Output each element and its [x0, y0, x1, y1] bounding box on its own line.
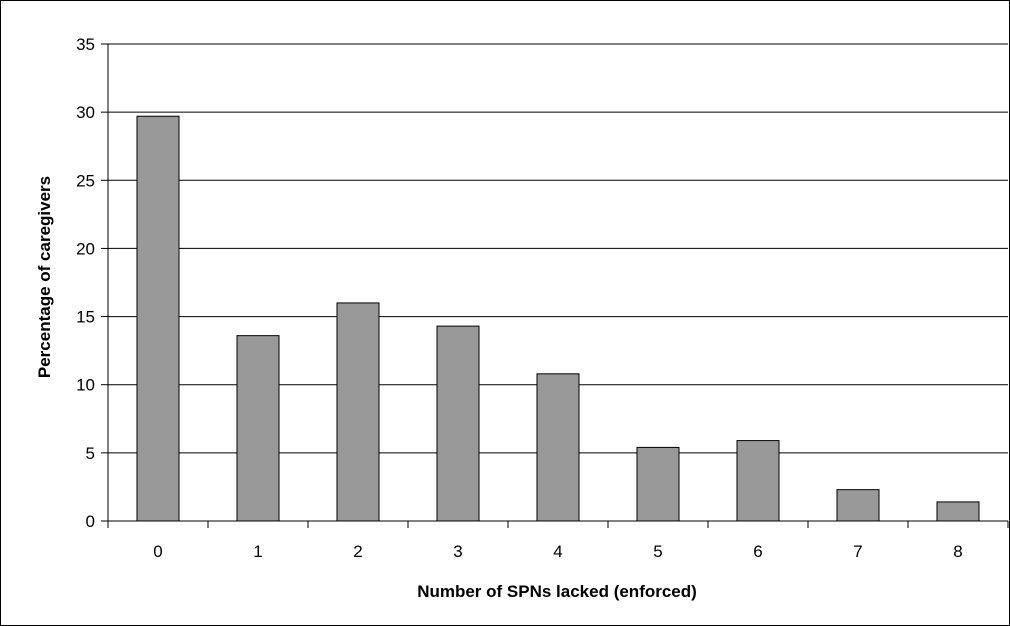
bar-3: [436, 325, 480, 522]
x-tick-label: 6: [753, 542, 762, 561]
y-tick-label: 10: [76, 376, 95, 395]
bar-1: [236, 335, 280, 522]
bar-2: [336, 302, 380, 522]
axes: [101, 43, 1009, 528]
x-axis-title: Number of SPNs lacked (enforced): [417, 582, 697, 601]
y-tick-label: 0: [86, 512, 95, 531]
x-tick-labels: 0 1 2 3 4 5 6 7 8: [153, 542, 962, 561]
x-tick-label: 1: [253, 542, 262, 561]
x-tick-label: 7: [853, 542, 862, 561]
y-tick-label: 25: [76, 171, 95, 190]
x-tick-label: 5: [653, 542, 662, 561]
y-tick-label: 30: [76, 103, 95, 122]
x-tick-label: 3: [453, 542, 462, 561]
y-tick-label: 15: [76, 308, 95, 327]
y-tick-label: 5: [86, 444, 95, 463]
x-tick-label: 2: [353, 542, 362, 561]
x-tick-label: 4: [553, 542, 562, 561]
y-tick-labels: 0 5 10 15 20 25 30 35: [76, 35, 95, 531]
bar-6: [736, 440, 780, 522]
y-tick-label: 20: [76, 239, 95, 258]
y-axis-title: Percentage of caregivers: [35, 176, 54, 378]
bar-4: [536, 373, 580, 522]
bar-5: [636, 446, 680, 522]
y-tick-label: 35: [76, 35, 95, 54]
bar-0: [136, 115, 180, 522]
bar-8: [936, 501, 980, 522]
x-tick-label: 0: [153, 542, 162, 561]
bar-7: [836, 489, 880, 522]
bars: [136, 115, 980, 522]
x-tick-label: 8: [953, 542, 962, 561]
